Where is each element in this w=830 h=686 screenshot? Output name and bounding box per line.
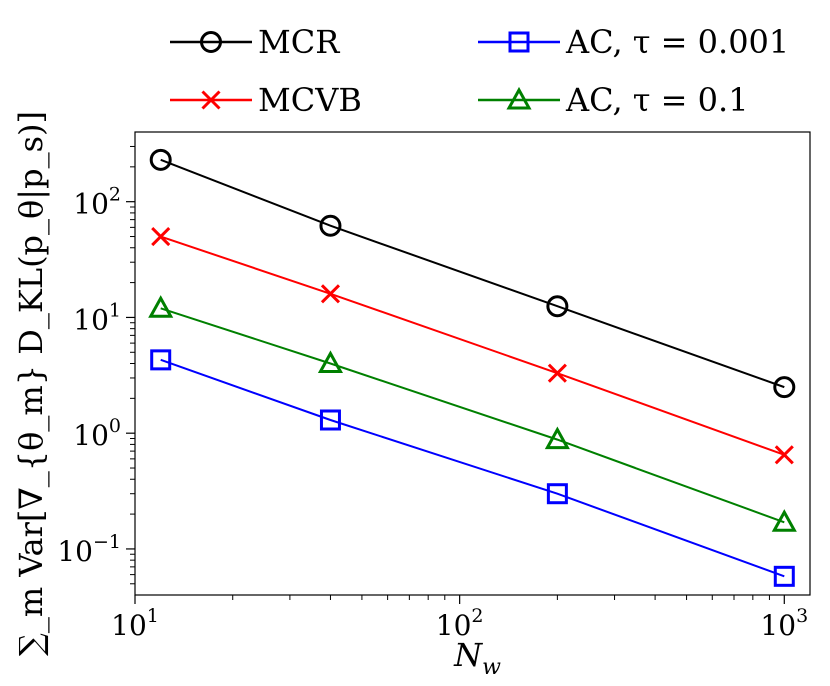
y-tick-label: 102 [73, 184, 121, 221]
data-point [149, 148, 172, 171]
y-axis-title: ∑_m Var[∇_{θ_m} D_KL(p_θ|p_s)] [12, 111, 50, 656]
legend-item: AC, τ = 0.001 [478, 23, 789, 61]
data-point [546, 295, 569, 318]
series-line [160, 158, 785, 389]
data-point [151, 226, 171, 247]
plot-area [134, 131, 811, 596]
legend-item: MCR [170, 23, 340, 61]
series-mcvb [151, 226, 794, 465]
data-point [771, 509, 797, 532]
data-point [150, 349, 172, 371]
series-ac-0-001 [150, 349, 795, 587]
x-axis-title: Nw [453, 636, 501, 680]
plot-frame [134, 131, 811, 596]
legend-marker [506, 86, 532, 110]
series-line [160, 307, 785, 524]
data-point [148, 295, 174, 318]
y-axis-label: ∑_m Var[∇_{θ_m} D_KL(p_θ|p_s)] [12, 111, 50, 656]
legend-item: MCVB [170, 81, 362, 119]
data-point [319, 214, 342, 237]
legend-item: AC, τ = 0.1 [478, 81, 749, 119]
x-tick-label: 103 [760, 605, 808, 642]
data-point [317, 350, 344, 373]
legend-marker [508, 31, 530, 53]
data-point [546, 483, 568, 505]
y-tick-label: 101 [73, 299, 121, 336]
series-line [160, 235, 785, 456]
x-tick-label: 101 [111, 605, 159, 642]
legend-label: AC, τ = 0.1 [565, 81, 749, 119]
x-axis-label: Nw [453, 636, 501, 680]
legend-label: AC, τ = 0.001 [565, 23, 789, 61]
legend-label: MCVB [258, 81, 362, 119]
data-point [320, 284, 341, 304]
series-ac-0-1 [148, 295, 797, 532]
data-point [774, 445, 794, 465]
series-line [160, 358, 785, 578]
legend: MCR MCVB AC, τ = 0.001 AC, τ = 0.1 [170, 23, 789, 119]
data-point [319, 409, 341, 431]
legend-marker [200, 31, 222, 53]
data-point [773, 565, 795, 587]
legend-label: MCR [258, 23, 340, 61]
series-mcr [149, 148, 796, 399]
y-tick-label: 100 [73, 415, 121, 452]
y-tick-label: 10−1 [57, 531, 121, 568]
data-point [773, 376, 796, 399]
series-layer [148, 148, 797, 587]
data-point [544, 426, 570, 450]
data-point [547, 363, 567, 383]
legend-marker [201, 90, 221, 110]
